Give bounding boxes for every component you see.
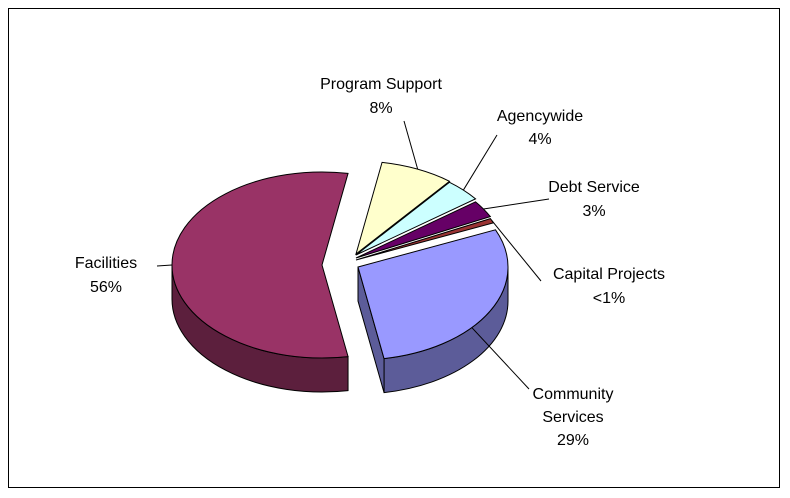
label-program-support-pct: 8% (369, 100, 392, 117)
chart-frame: Program Support 8% Agencywide 4% Debt Se… (8, 8, 780, 488)
label-capital-projects-pct: <1% (593, 290, 625, 307)
label-agencywide-pct: 4% (528, 131, 551, 148)
leader-community-services (471, 327, 530, 390)
leader-agencywide (462, 134, 498, 191)
label-facilities-name: Facilities (75, 255, 137, 272)
leader-capital-projects (491, 220, 542, 282)
label-community-services-line2: Services (542, 409, 603, 426)
pie-chart: Program Support 8% Agencywide 4% Debt Se… (75, 76, 665, 449)
label-capital-projects-name: Capital Projects (553, 266, 665, 283)
label-agencywide-name: Agencywide (497, 108, 583, 125)
leader-facilities (156, 264, 173, 267)
label-debt-service-pct: 3% (582, 203, 605, 220)
slice-debt-service (355, 201, 492, 259)
label-community-services-line1: Community (533, 386, 614, 403)
leader-debt-service (483, 198, 550, 210)
label-debt-service-name: Debt Service (548, 179, 640, 196)
slice-program-support (355, 161, 451, 256)
slice-agencywide (355, 181, 477, 256)
label-community-services-pct: 29% (557, 432, 589, 449)
label-program-support-name: Program Support (320, 76, 442, 93)
slice-community-services (357, 229, 509, 360)
label-facilities-pct: 56% (90, 279, 122, 296)
leader-program-support (403, 120, 419, 170)
